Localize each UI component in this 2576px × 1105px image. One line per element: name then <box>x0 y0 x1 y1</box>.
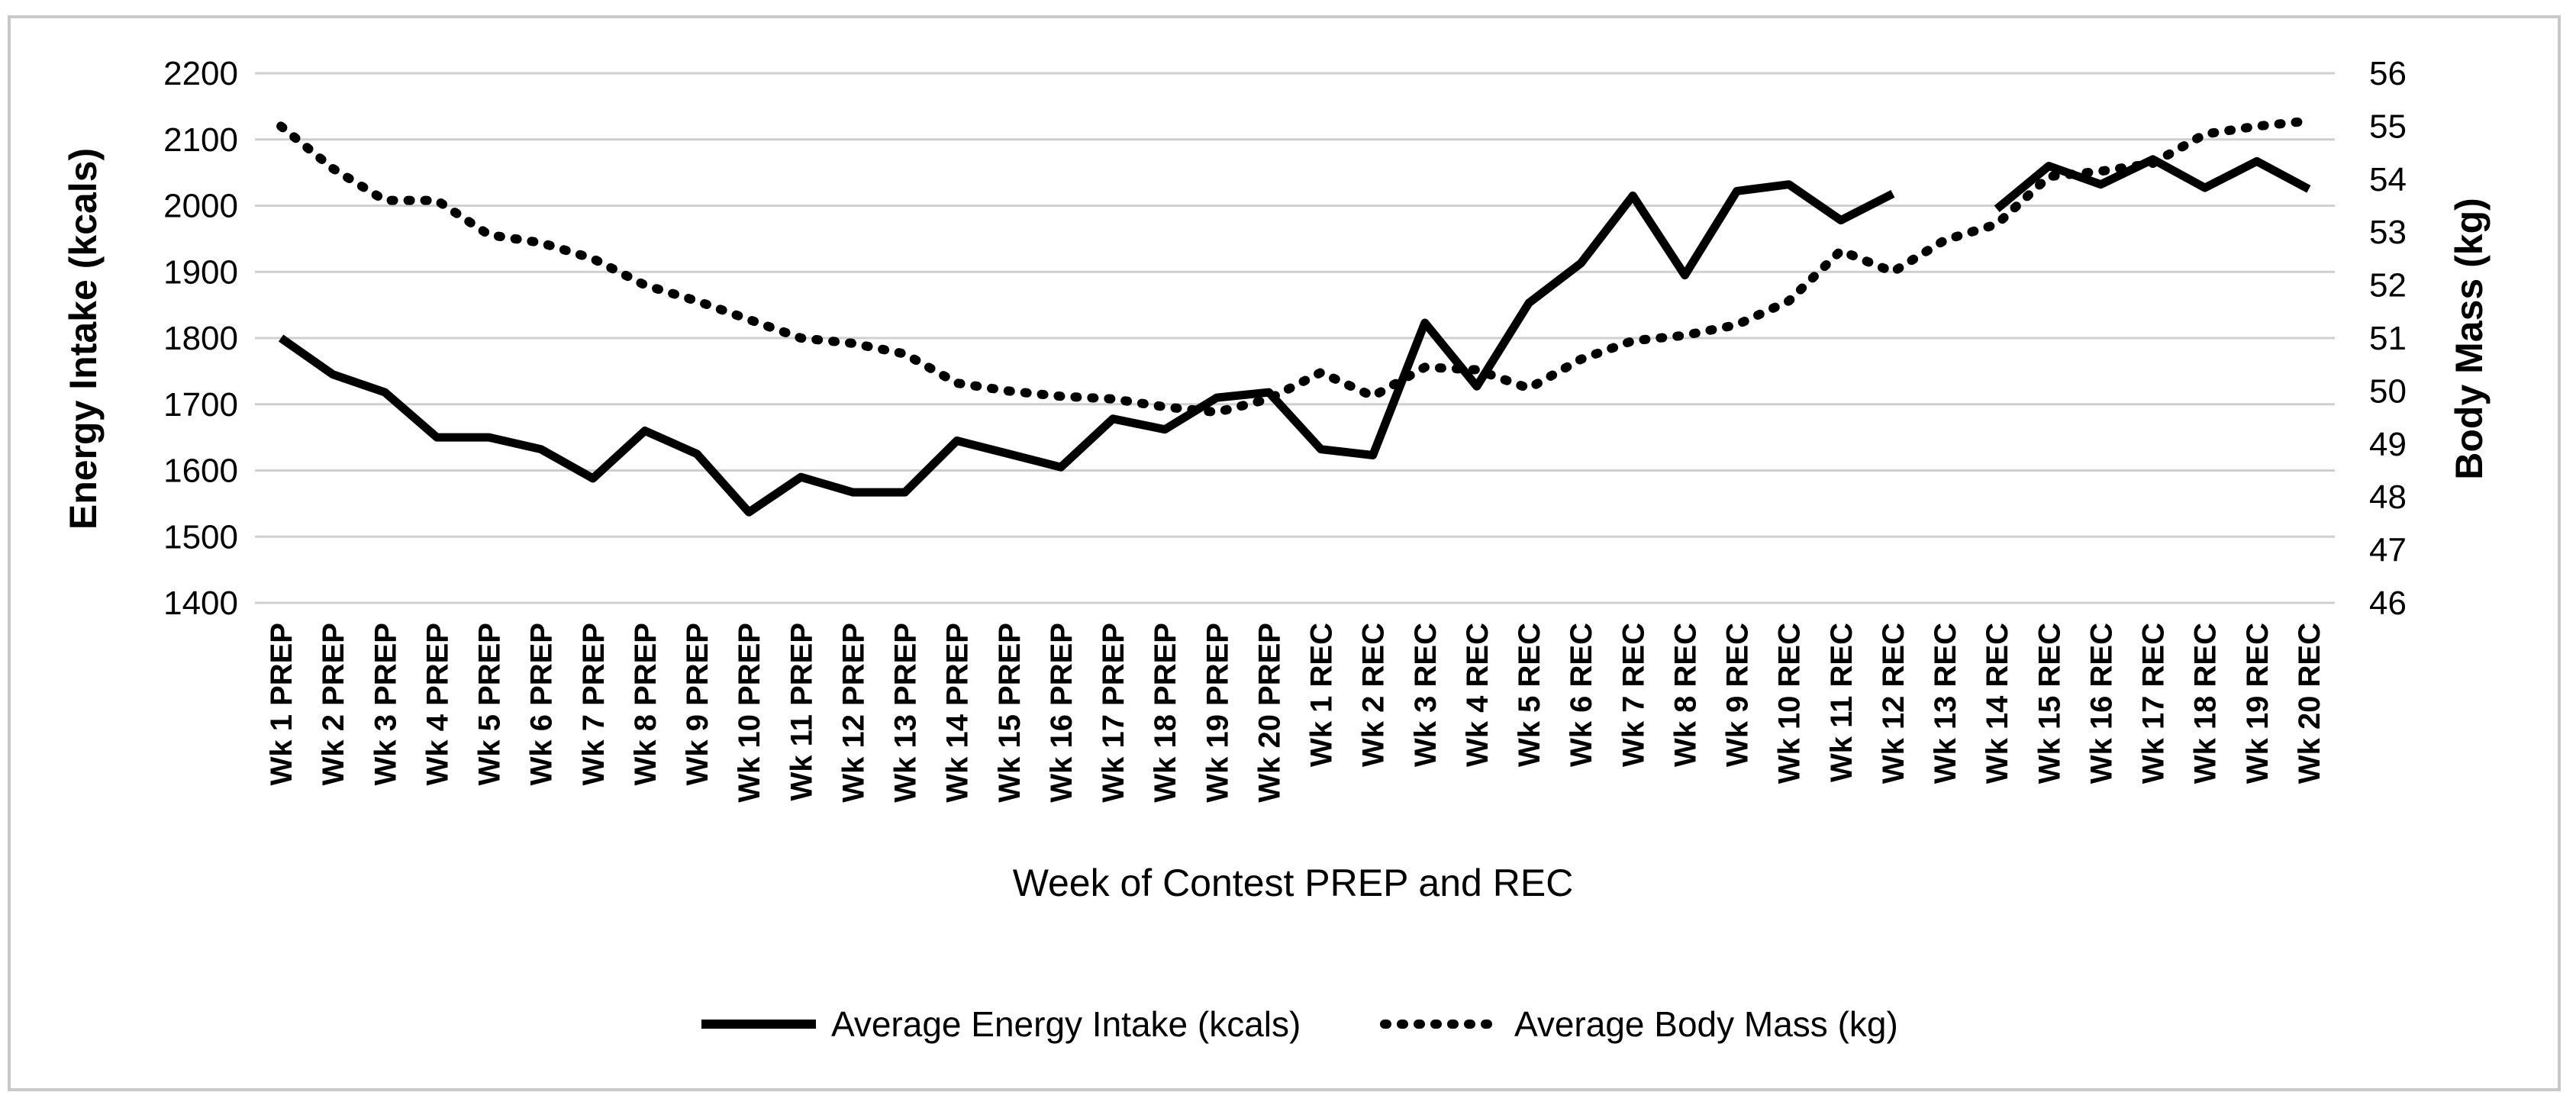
x-ticks: Wk 1 PREP Wk 2 PREP Wk 3 PREP Wk 4 PREP Wk 5… <box>265 623 2326 803</box>
x-tick-label: Wk 16 REC <box>2084 623 2118 784</box>
x-tick-label: Wk 9 REC <box>1721 623 1755 767</box>
x-tick-label: Wk 15 PREP <box>993 623 1027 803</box>
x-tick-label: Wk 4 REC <box>1461 623 1494 767</box>
series-lines <box>276 116 2313 517</box>
x-tick-label: Wk 11 PREP <box>785 623 818 801</box>
x-tick-label: Wk 6 REC <box>1565 623 1598 767</box>
x-tick-label: Wk 18 PREP <box>1149 623 1182 803</box>
x-tick-label: Wk 10 PREP <box>733 623 766 803</box>
chart-frame: 1400 1500 1600 1700 1800 1900 2000 2100 2200 46 4… <box>8 15 2561 1091</box>
x-tick-label: Wk 8 PREP <box>629 623 663 785</box>
y2-tick-label: 54 <box>2369 161 2407 198</box>
y2-tick-label: 48 <box>2369 478 2407 516</box>
x-tick-label: Wk 1 REC <box>1305 623 1339 767</box>
x-tick-label: Wk 1 PREP <box>265 623 298 785</box>
gridlines <box>255 72 2335 604</box>
x-tick-label: Wk 5 REC <box>1513 623 1546 767</box>
left-y-ticks: 1400 1500 1600 1700 1800 1900 2000 2100 2200 <box>163 55 238 622</box>
x-tick-label: Wk 6 PREP <box>525 623 559 785</box>
y2-tick-label: 46 <box>2369 585 2407 622</box>
x-tick-label: Wk 19 REC <box>2241 623 2275 784</box>
x-tick-label: Wk 19 PREP <box>1201 623 1234 803</box>
y-axis-title: Energy Intake (kcals) <box>62 148 105 530</box>
y2-tick-label: 51 <box>2369 320 2407 357</box>
y2-tick-label: 53 <box>2369 214 2407 251</box>
y2-tick-label: 50 <box>2369 372 2407 410</box>
x-tick-label: Wk 3 PREP <box>369 623 402 785</box>
y-tick-label: 2000 <box>163 188 238 225</box>
x-tick-label: Wk 10 REC <box>1773 623 1807 784</box>
x-tick-label: Wk 9 PREP <box>681 623 714 785</box>
x-tick-label: Wk 18 REC <box>2189 623 2223 784</box>
y2-tick-label: 52 <box>2369 267 2407 304</box>
body-mass-line <box>276 116 2313 417</box>
y-tick-label: 1700 <box>163 386 238 424</box>
y-tick-label: 1500 <box>163 518 238 556</box>
x-axis-title: Week of Contest PREP and REC <box>1013 862 1574 904</box>
y2-tick-label: 49 <box>2369 426 2407 463</box>
legend: Average Energy Intake (kcals) Average Bo… <box>701 1004 1898 1044</box>
y-tick-label: 1800 <box>163 320 238 357</box>
x-tick-label: Wk 2 PREP <box>317 623 350 785</box>
x-tick-label: Wk 11 REC <box>1825 623 1859 782</box>
x-tick-label: Wk 13 REC <box>1929 623 1962 784</box>
right-y-ticks: 46 47 48 49 50 51 52 53 54 55 56 <box>2369 55 2407 622</box>
x-tick-label: Wk 7 PREP <box>577 623 611 785</box>
x-tick-label: Wk 5 PREP <box>473 623 507 785</box>
x-tick-label: Wk 20 PREP <box>1253 623 1286 803</box>
x-tick-label: Wk 7 REC <box>1617 623 1650 767</box>
x-tick-label: Wk 13 PREP <box>889 623 923 803</box>
x-tick-label: Wk 3 REC <box>1409 623 1443 767</box>
y2-tick-label: 55 <box>2369 108 2407 145</box>
x-tick-label: Wk 17 PREP <box>1097 623 1130 803</box>
x-tick-label: Wk 14 REC <box>1981 623 2014 784</box>
x-tick-label: Wk 14 PREP <box>941 623 975 803</box>
x-tick-label: Wk 12 PREP <box>837 623 870 803</box>
legend-label-energy-intake: Average Energy Intake (kcals) <box>831 1004 1301 1044</box>
y2-tick-label: 47 <box>2369 532 2407 569</box>
x-tick-label: Wk 16 PREP <box>1045 623 1078 803</box>
legend-label-body-mass: Average Body Mass (kg) <box>1514 1004 1898 1044</box>
x-tick-label: Wk 17 REC <box>2137 623 2171 784</box>
x-tick-label: Wk 8 REC <box>1668 623 1702 767</box>
x-tick-label: Wk 4 PREP <box>421 623 454 785</box>
y2-axis-title: Body Mass (kg) <box>2448 198 2491 480</box>
y-tick-label: 1900 <box>163 253 238 291</box>
y-tick-label: 1600 <box>163 453 238 490</box>
x-tick-label: Wk 12 REC <box>1877 623 1910 784</box>
x-tick-label: Wk 20 REC <box>2293 623 2326 784</box>
y2-tick-label: 56 <box>2369 55 2407 92</box>
y-tick-label: 2100 <box>163 121 238 159</box>
y-tick-label: 1400 <box>163 585 238 622</box>
y-tick-label: 2200 <box>163 55 238 92</box>
energy-intake-line <box>278 180 1895 517</box>
x-tick-label: Wk 15 REC <box>2033 623 2066 784</box>
x-tick-label: Wk 2 REC <box>1357 623 1391 767</box>
